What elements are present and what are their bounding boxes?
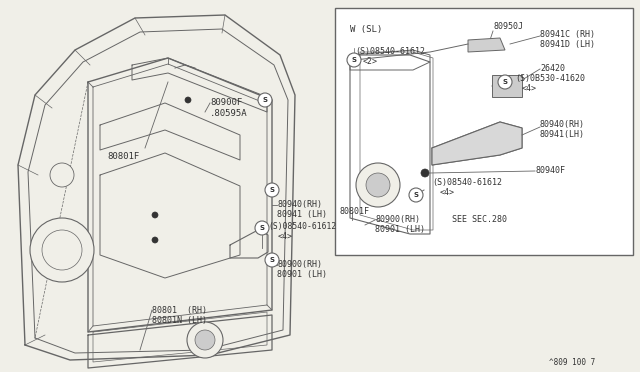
Circle shape [195, 330, 215, 350]
Text: 80941D (LH): 80941D (LH) [540, 40, 595, 49]
Text: <4>: <4> [278, 232, 293, 241]
Text: 80941C (RH): 80941C (RH) [540, 30, 595, 39]
Text: .80595A: .80595A [210, 109, 248, 118]
Text: <4>: <4> [440, 188, 455, 197]
Text: S: S [262, 97, 268, 103]
Text: 80801  (RH): 80801 (RH) [152, 306, 207, 315]
Circle shape [421, 169, 429, 177]
Text: (S)08540-61612: (S)08540-61612 [432, 178, 502, 187]
Text: S: S [413, 192, 419, 198]
Text: S: S [269, 187, 275, 193]
Circle shape [265, 183, 279, 197]
Text: (S)08540-61612: (S)08540-61612 [355, 47, 425, 56]
Circle shape [258, 93, 272, 107]
Text: (S)08540-61612: (S)08540-61612 [268, 222, 336, 231]
Text: 80801N (LH): 80801N (LH) [152, 316, 207, 325]
Circle shape [366, 173, 390, 197]
Text: 80900(RH): 80900(RH) [375, 215, 420, 224]
Text: 80941 (LH): 80941 (LH) [277, 210, 327, 219]
Circle shape [50, 163, 74, 187]
Text: S: S [351, 57, 356, 63]
Circle shape [30, 218, 94, 282]
Bar [335, 8, 633, 255]
Text: (S)0B530-41620: (S)0B530-41620 [515, 74, 585, 83]
Circle shape [152, 237, 158, 243]
Circle shape [42, 230, 82, 270]
Text: 80940(RH): 80940(RH) [277, 200, 322, 209]
Text: <4>: <4> [522, 84, 537, 93]
Text: 80801F: 80801F [340, 207, 370, 216]
Circle shape [347, 53, 361, 67]
Polygon shape [468, 38, 505, 52]
Text: 80901 (LH): 80901 (LH) [277, 270, 327, 279]
Circle shape [265, 253, 279, 267]
Text: 80941(LH): 80941(LH) [540, 130, 585, 139]
Circle shape [152, 212, 158, 218]
Text: 80950J: 80950J [493, 22, 523, 31]
Text: 80900F: 80900F [210, 98, 243, 107]
Text: 80801F: 80801F [107, 152, 140, 161]
Text: <2>: <2> [363, 57, 378, 66]
Circle shape [356, 163, 400, 207]
Text: S: S [259, 225, 264, 231]
Text: SEE SEC.280: SEE SEC.280 [452, 215, 507, 224]
Circle shape [185, 97, 191, 103]
Polygon shape [432, 122, 522, 165]
Circle shape [409, 188, 423, 202]
Text: 80901 (LH): 80901 (LH) [375, 225, 425, 234]
Text: ^809 100 7: ^809 100 7 [548, 358, 595, 367]
Text: 80940F: 80940F [535, 166, 565, 175]
Text: S: S [269, 257, 275, 263]
Text: W (SL): W (SL) [350, 25, 382, 34]
Circle shape [498, 75, 512, 89]
Text: 26420: 26420 [540, 64, 565, 73]
Text: 80900(RH): 80900(RH) [277, 260, 322, 269]
Circle shape [255, 221, 269, 235]
Circle shape [187, 322, 223, 358]
Text: 80940(RH): 80940(RH) [540, 120, 585, 129]
Bar [492, 75, 522, 97]
Text: S: S [502, 79, 508, 85]
